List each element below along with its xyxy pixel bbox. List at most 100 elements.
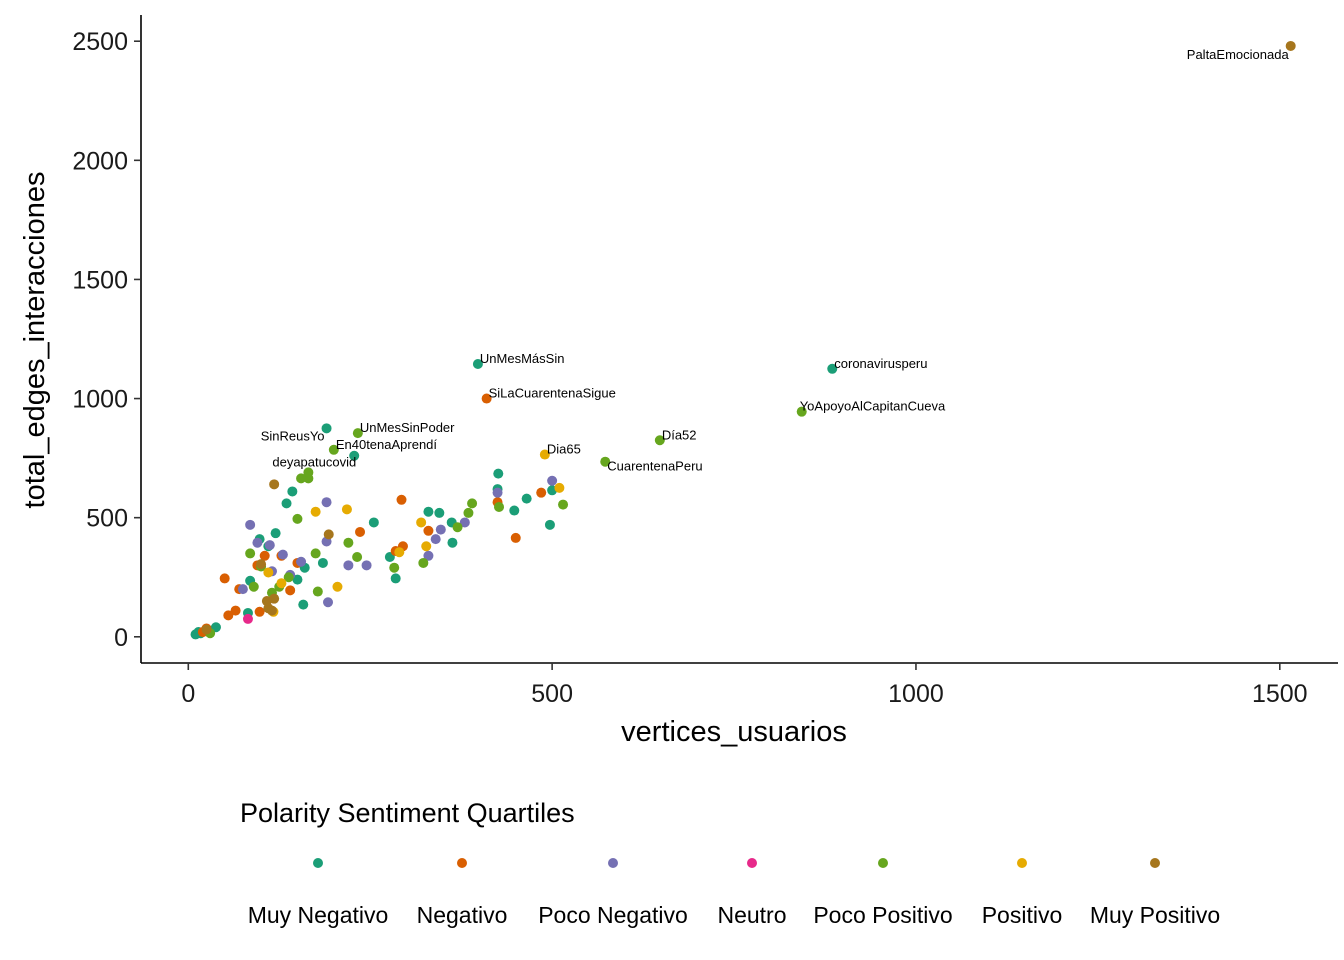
data-point [547, 475, 558, 486]
legend-label: Poco Positivo [813, 902, 952, 928]
legend-label: Neutro [717, 902, 786, 928]
data-point [317, 557, 328, 568]
point-labels: PaltaEmocionada coronavirusperu UnMesMásSi… [261, 47, 1290, 474]
legend-label: Muy Positivo [1090, 902, 1220, 928]
data-point [389, 562, 400, 573]
data-point [321, 497, 332, 508]
point-label: PaltaEmocionada [1187, 47, 1290, 62]
data-point [256, 559, 267, 570]
series-muy-positivo [201, 40, 1296, 635]
point-label: UnMesSinPoder [360, 420, 455, 435]
data-point [539, 449, 550, 460]
data-point [494, 501, 505, 512]
data-point [343, 560, 354, 571]
data-point [423, 525, 434, 536]
data-point [355, 526, 366, 537]
legend-key-dot [1150, 858, 1160, 868]
data-point [418, 557, 429, 568]
point-label: Dia65 [547, 442, 581, 457]
data-point [509, 505, 520, 516]
point-label: En40tenaAprendí [336, 437, 438, 452]
data-point [343, 537, 354, 548]
data-point [544, 519, 555, 530]
x-tick-label: 500 [531, 680, 573, 708]
data-point [349, 450, 360, 461]
data-point [421, 541, 432, 552]
series-poco-negativo [237, 475, 558, 608]
data-point [245, 519, 256, 530]
data-point [434, 507, 445, 518]
legend-key-dot [878, 858, 888, 868]
data-point [558, 499, 569, 510]
data-point [237, 584, 248, 595]
x-tick-label: 0 [181, 680, 195, 708]
data-point [248, 581, 259, 592]
legend-key-dot [457, 858, 467, 868]
data-point [467, 498, 478, 509]
data-point [352, 428, 363, 439]
legend-label: Negativo [417, 902, 508, 928]
data-point [492, 487, 503, 498]
data-point [310, 548, 321, 559]
data-point [263, 567, 274, 578]
point-label: UnMesMásSin [480, 351, 565, 366]
axes: 0 500 1000 1500 0 500 1000 1500 2000 2500 [72, 15, 1338, 708]
y-tick-label: 2500 [72, 28, 128, 56]
data-point [283, 572, 294, 583]
data-point [390, 573, 401, 584]
legend-key-dot [608, 858, 618, 868]
y-tick-label: 2000 [72, 147, 128, 175]
data-point [285, 585, 296, 596]
data-point [493, 468, 504, 479]
data-point [600, 456, 611, 467]
data-point [827, 363, 838, 374]
data-point [430, 534, 441, 545]
data-point [230, 605, 241, 616]
legend-label: Positivo [982, 902, 1063, 928]
data-point [352, 551, 363, 562]
point-label: CuarentenaPeru [607, 459, 702, 474]
series-neutro [242, 613, 253, 624]
point-label: deyapatucovid [272, 455, 356, 470]
data-point [270, 528, 281, 539]
data-point [266, 605, 277, 616]
legend-item: Positivo [982, 858, 1063, 928]
data-point [242, 613, 253, 624]
data-point [423, 550, 434, 561]
data-point [303, 467, 314, 478]
y-tick-label: 0 [114, 624, 128, 652]
legend-item: Poco Negativo [538, 858, 688, 928]
data-point [459, 517, 470, 528]
legend-key-dot [747, 858, 757, 868]
series-poco-positivo [205, 406, 807, 639]
data-point [435, 524, 446, 535]
data-point [323, 597, 334, 608]
data-point [481, 393, 492, 404]
legend-item: Muy Negativo [248, 858, 388, 928]
y-tick-label: 1000 [72, 386, 128, 414]
data-point [281, 498, 292, 509]
data-point [472, 359, 483, 370]
data-point [269, 479, 280, 490]
y-tick-label: 1500 [72, 266, 128, 294]
data-point [259, 550, 270, 561]
data-point [292, 513, 303, 524]
data-point [396, 494, 407, 505]
data-point [332, 581, 343, 592]
series-positivo [263, 449, 565, 617]
data-point [368, 517, 379, 528]
legend-item: Muy Positivo [1090, 858, 1220, 928]
data-point [252, 537, 263, 548]
data-point [261, 596, 272, 607]
data-point [312, 586, 323, 597]
data-point [510, 532, 521, 543]
data-point [277, 549, 288, 560]
data-point [296, 473, 307, 484]
legend-item: Neutro [717, 858, 787, 928]
data-point [245, 548, 256, 559]
data-point [521, 493, 532, 504]
point-label: SinReusYo [261, 428, 325, 443]
data-point [341, 504, 352, 515]
data-point [654, 435, 665, 446]
data-point [223, 610, 234, 621]
